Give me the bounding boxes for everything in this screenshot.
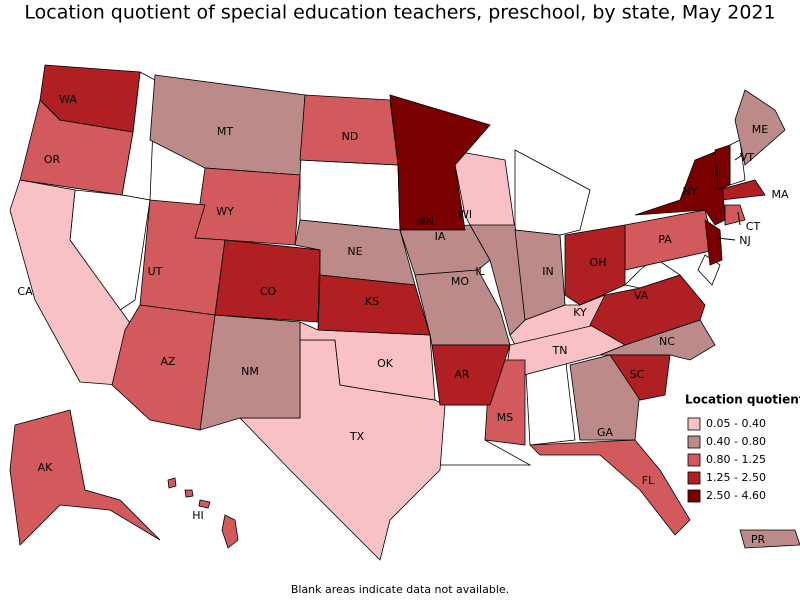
state-label: WI xyxy=(458,208,472,221)
state-label: AZ xyxy=(160,355,176,368)
state xyxy=(724,204,746,226)
legend-swatch xyxy=(687,489,701,503)
legend-label: 2.50 - 4.60 xyxy=(706,489,766,502)
legend-swatch xyxy=(687,417,701,431)
state-label: MA xyxy=(771,188,788,201)
state xyxy=(317,274,431,336)
state xyxy=(734,89,786,166)
state-label: PA xyxy=(658,233,672,246)
state xyxy=(634,149,726,226)
state-label: NC xyxy=(659,335,675,348)
state xyxy=(469,224,526,336)
legend-label: 0.40 - 0.80 xyxy=(706,435,766,448)
legend-label: 0.05 - 0.40 xyxy=(706,417,766,430)
legend-title: Location quotient xyxy=(685,393,800,407)
state xyxy=(529,439,691,536)
state-label: CO xyxy=(260,285,277,298)
state-label: VT xyxy=(740,151,755,164)
state-label: SC xyxy=(630,368,645,381)
state xyxy=(739,529,800,549)
legend-swatch xyxy=(687,435,701,449)
state-label: IL xyxy=(475,265,485,278)
state-label: MN xyxy=(416,215,434,228)
state-label: IA xyxy=(435,230,446,243)
state-label: MS xyxy=(497,411,513,424)
state-label: OK xyxy=(377,357,394,370)
state-label: PR xyxy=(751,533,766,546)
state xyxy=(389,94,491,231)
state-label: CA xyxy=(17,285,33,298)
state-label: MO xyxy=(451,275,469,288)
state-label: KY xyxy=(573,306,587,319)
state xyxy=(194,167,301,246)
state xyxy=(167,477,177,489)
state-label: OH xyxy=(590,256,607,269)
callout xyxy=(737,211,741,226)
state-label: CT xyxy=(746,220,761,233)
legend-swatch xyxy=(687,453,701,467)
state xyxy=(569,354,641,441)
state-label: AK xyxy=(38,461,54,474)
callout xyxy=(734,154,743,161)
state-label: KS xyxy=(365,295,379,308)
state xyxy=(704,219,723,266)
state-label: ND xyxy=(342,130,359,143)
state-label: NE xyxy=(347,245,362,258)
state xyxy=(431,344,511,406)
legend-swatch xyxy=(687,471,701,485)
legend: 0.05 - 0.40 0.40 - 0.80 0.80 - 1.25 1.25 - … xyxy=(687,417,766,503)
state-label: ME xyxy=(752,123,768,136)
state-label: IN xyxy=(542,265,553,278)
state xyxy=(9,409,161,546)
state xyxy=(714,144,731,191)
state-label: HI xyxy=(192,509,204,522)
legend-label: 0.80 - 1.25 xyxy=(706,453,766,466)
state-label: AR xyxy=(454,368,470,381)
state xyxy=(214,239,321,323)
state xyxy=(589,274,706,346)
state xyxy=(198,499,211,509)
state xyxy=(184,489,194,498)
state-label: UT xyxy=(148,265,163,278)
state-label: MT xyxy=(217,125,233,138)
footnote: Blank areas indicate data not available. xyxy=(291,583,509,596)
state-label: FL xyxy=(642,474,655,487)
states: CA TX OK KY TN WI MT NE IA MO IL IN NM GA NC ME PR OR ND WY… xyxy=(9,64,800,561)
callout xyxy=(717,237,736,241)
legend-label: 1.25 - 2.50 xyxy=(706,471,766,484)
state-label: TX xyxy=(349,430,365,443)
state-label: WA xyxy=(59,93,77,106)
state-label: GA xyxy=(597,426,614,439)
state xyxy=(609,354,671,401)
state xyxy=(514,229,566,321)
state xyxy=(39,64,141,133)
state-label: NM xyxy=(241,365,259,378)
title: Location quotient of special education t… xyxy=(24,2,775,24)
state-label: NJ xyxy=(739,234,750,247)
state-label: OR xyxy=(44,153,61,166)
state-label: WY xyxy=(216,205,234,218)
state xyxy=(564,224,626,306)
state-label: VA xyxy=(634,289,649,302)
state-label: TN xyxy=(552,344,568,357)
state xyxy=(221,514,239,549)
state-label: NY xyxy=(683,185,698,198)
